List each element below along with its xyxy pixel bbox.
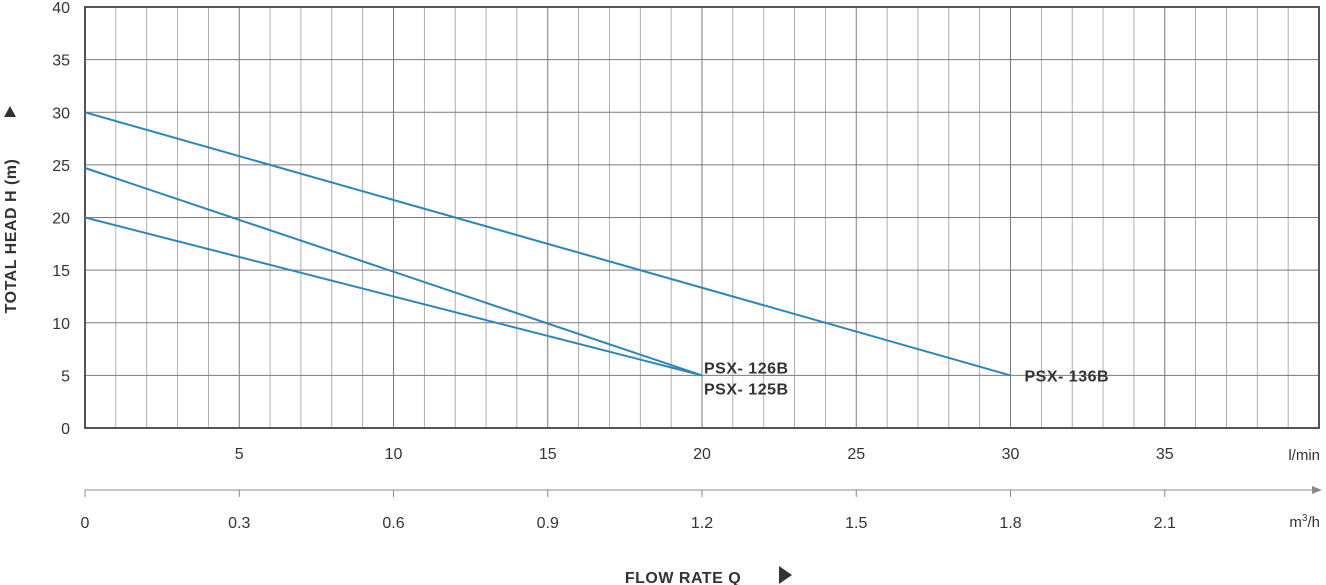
curve-psx-136b bbox=[84, 111, 1011, 377]
curve-label: PSX- 136B bbox=[1025, 368, 1110, 385]
curve-psx-126b bbox=[84, 167, 703, 377]
y-axis-ticks: 0 5 10 15 20 25 30 35 40 bbox=[52, 0, 70, 438]
x-tick-label: 10 bbox=[385, 446, 403, 463]
y-tick-label: 25 bbox=[52, 158, 70, 175]
x2-tick-label: 2.1 bbox=[1154, 515, 1176, 532]
y-tick-label: 35 bbox=[52, 53, 70, 70]
curve-labels: PSX- 136B PSX- 126B PSX- 125B bbox=[704, 360, 1109, 398]
y-tick-label: 40 bbox=[52, 0, 70, 17]
x2-tick-label: 0.9 bbox=[537, 515, 559, 532]
y-tick-label: 0 bbox=[61, 421, 70, 438]
x-tick-label: 20 bbox=[693, 446, 711, 463]
x-axis-title-group: FLOW RATE Q bbox=[625, 566, 792, 585]
x2-tick-label: 0.3 bbox=[228, 515, 250, 532]
y-tick-label: 20 bbox=[52, 211, 70, 228]
y-axis-title-group: TOTAL HEAD H (m) bbox=[3, 106, 20, 313]
grid bbox=[85, 7, 1319, 428]
x2-axis-arrow bbox=[1312, 486, 1322, 494]
x-tick-label: 35 bbox=[1156, 446, 1174, 463]
x-tick-label: 15 bbox=[539, 446, 557, 463]
curve-label: PSX- 125B bbox=[704, 381, 789, 398]
y-axis-title: TOTAL HEAD H (m) bbox=[3, 159, 20, 314]
x-tick-label: 5 bbox=[235, 446, 244, 463]
x-tick-label: 25 bbox=[847, 446, 865, 463]
x-tick-label: 30 bbox=[1002, 446, 1020, 463]
x2-tick-label: 0.6 bbox=[382, 515, 404, 532]
y-tick-label: 15 bbox=[52, 263, 70, 280]
y-axis-arrow-icon bbox=[4, 106, 16, 117]
x2-tick-label: 1.5 bbox=[845, 515, 867, 532]
x2-tick-label: 1.8 bbox=[999, 515, 1021, 532]
x2-tick-label: 0 bbox=[81, 515, 90, 532]
x2-axis-ticks-m3h: 0 0.3 0.6 0.9 1.2 1.5 1.8 2.1 bbox=[81, 490, 1176, 532]
x2-unit-m3h: m3/h bbox=[1289, 513, 1320, 531]
curve-psx-125b bbox=[84, 216, 703, 377]
y-tick-label: 30 bbox=[52, 105, 70, 122]
x-axis-title: FLOW RATE Q bbox=[625, 570, 741, 585]
x-axis-arrow-icon bbox=[779, 566, 792, 584]
x-axis-ticks-lmin: 5 10 15 20 25 30 35 bbox=[235, 446, 1174, 463]
y-tick-label: 5 bbox=[61, 368, 70, 385]
curve-label: PSX- 126B bbox=[704, 360, 789, 377]
y-tick-label: 10 bbox=[52, 316, 70, 333]
curves bbox=[84, 111, 1011, 377]
x-unit-lmin: l/min bbox=[1288, 447, 1320, 464]
x2-tick-label: 1.2 bbox=[691, 515, 713, 532]
